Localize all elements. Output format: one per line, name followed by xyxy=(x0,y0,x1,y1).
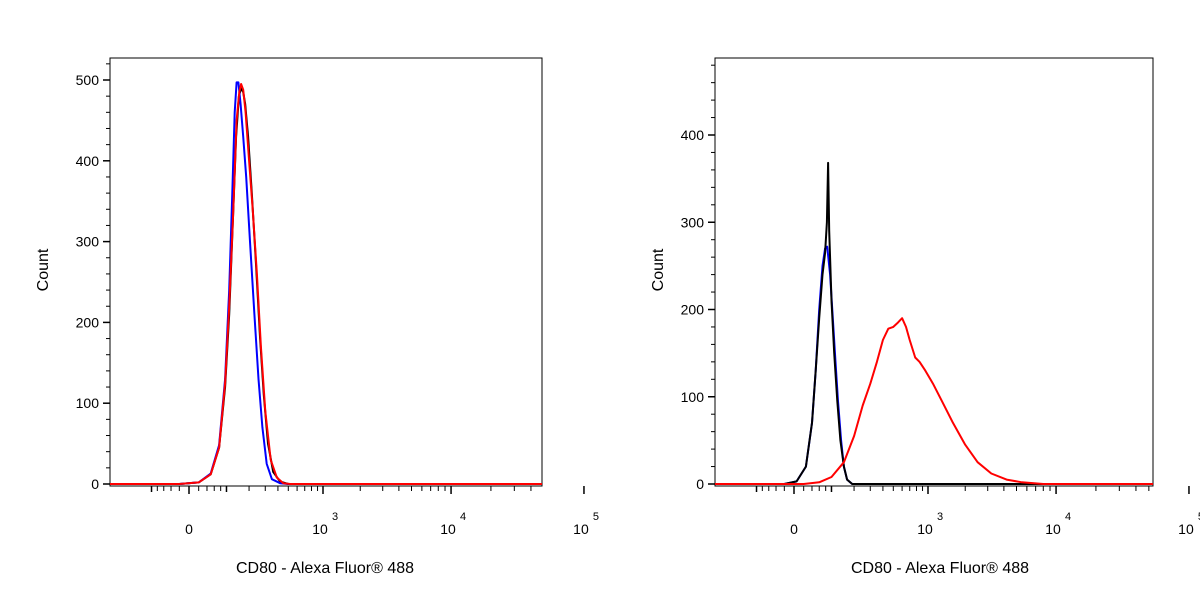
y-tick-label: 100 xyxy=(76,395,100,411)
series-line-red xyxy=(715,317,1153,485)
series-line-red xyxy=(110,83,542,485)
y-tick-label: 300 xyxy=(681,214,705,230)
x-tick-exponent: 4 xyxy=(1065,511,1071,523)
x-tick-label: 0 xyxy=(790,521,798,537)
series-line-black xyxy=(110,87,542,485)
y-tick-label: 0 xyxy=(91,476,99,492)
series-line-blue xyxy=(110,81,542,485)
histogram-panel-left: 0 100 200 300 400 500 0 10 3 10 4 10 5 CD80 - Alexa F… xyxy=(35,57,599,577)
y-tick-label: 200 xyxy=(76,314,100,330)
x-tick-label: 10 xyxy=(573,521,589,537)
histogram-chart-right: 0 100 200 300 400 0 10 3 10 4 10 5 CD80 - Alexa Fluo… xyxy=(650,57,1200,577)
x-axis-label: CD80 - Alexa Fluor® 488 xyxy=(851,560,1029,577)
x-tick-label: 0 xyxy=(185,521,193,537)
plot-frame xyxy=(714,57,1154,487)
x-tick-exponent: 4 xyxy=(460,511,466,523)
x-tick-label: 10 xyxy=(1178,521,1194,537)
x-tick-label: 10 xyxy=(440,521,456,537)
histogram-panel-right: 0 100 200 300 400 0 10 3 10 4 10 5 CD80 - Alexa Fluo… xyxy=(600,0,1200,600)
x-tick-label: 10 xyxy=(917,521,933,537)
x-axis-label: CD80 - Alexa Fluor® 488 xyxy=(236,560,414,577)
y-tick-label: 200 xyxy=(681,302,705,318)
y-tick-label: 0 xyxy=(696,476,704,492)
series-line-blue xyxy=(715,245,1153,485)
x-tick-exponent: 5 xyxy=(593,511,599,523)
x-tick-exponent: 3 xyxy=(937,511,943,523)
y-axis-label: Count xyxy=(35,248,52,291)
x-tick-exponent: 5 xyxy=(1198,511,1200,523)
y-tick-label: 400 xyxy=(681,127,705,143)
x-tick-label: 10 xyxy=(312,521,328,537)
x-tick-exponent: 3 xyxy=(332,511,338,523)
y-tick-label: 100 xyxy=(681,389,705,405)
y-tick-label: 500 xyxy=(76,72,100,88)
x-tick-label: 10 xyxy=(1045,521,1061,537)
series-line-black xyxy=(715,161,1153,485)
y-tick-label: 400 xyxy=(76,153,100,169)
y-tick-label: 300 xyxy=(76,234,100,250)
y-axis-label: Count xyxy=(650,248,667,291)
histogram-chart-left: 0 100 200 300 400 500 0 10 3 10 4 10 5 CD80 - Alexa F… xyxy=(35,57,599,577)
plot-frame xyxy=(109,57,543,487)
